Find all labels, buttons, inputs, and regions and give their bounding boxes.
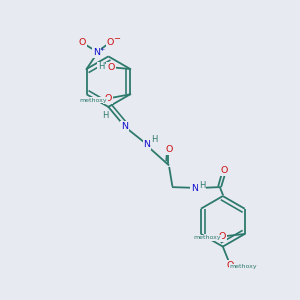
Text: N: N — [121, 122, 128, 131]
Text: methoxy: methoxy — [79, 98, 107, 103]
Text: methoxy: methoxy — [194, 235, 221, 240]
Text: O: O — [106, 38, 114, 47]
Text: methoxy: methoxy — [230, 264, 257, 269]
Text: O: O — [78, 38, 86, 47]
Text: O: O — [166, 145, 173, 154]
Text: O: O — [220, 166, 228, 175]
Text: +: + — [100, 46, 105, 52]
Text: N: N — [191, 184, 198, 193]
Text: O: O — [219, 232, 226, 242]
Text: O: O — [104, 94, 112, 103]
Text: N: N — [143, 140, 151, 148]
Text: O: O — [226, 261, 234, 270]
Text: H: H — [102, 111, 108, 120]
Text: H: H — [151, 135, 158, 144]
Text: H: H — [199, 181, 205, 190]
Text: H: H — [98, 62, 105, 71]
Text: N: N — [93, 48, 100, 57]
Text: O: O — [107, 63, 115, 72]
Text: −: − — [113, 34, 120, 43]
